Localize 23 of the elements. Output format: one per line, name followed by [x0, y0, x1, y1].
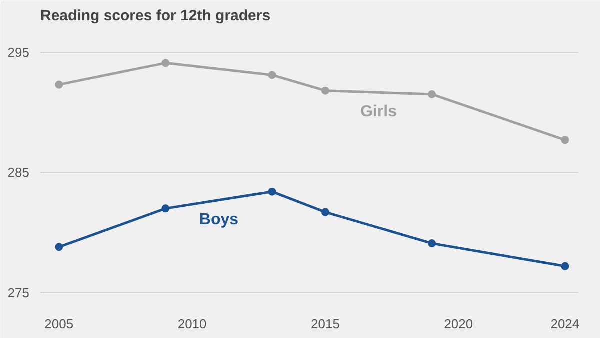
series-label: Boys	[199, 211, 239, 228]
x-tick-label: 2024	[550, 316, 580, 332]
x-tick-label: 2020	[444, 316, 474, 332]
y-tick-label: 295	[8, 44, 30, 60]
point	[268, 188, 276, 196]
x-tick-label: 2005	[44, 316, 74, 332]
point	[321, 208, 330, 216]
x-tick-label: 2010	[178, 316, 207, 332]
point	[162, 204, 170, 213]
point	[321, 86, 330, 95]
chart-title: Reading scores for 12th graders	[40, 8, 271, 24]
y-tick-label: 285	[8, 165, 30, 180]
point	[162, 59, 170, 68]
point	[428, 90, 436, 98]
point	[428, 240, 436, 248]
y-tick-label: 275	[8, 285, 30, 300]
point	[55, 80, 64, 89]
x-tick-label: 2015	[311, 316, 340, 332]
point	[561, 262, 570, 270]
point	[561, 136, 570, 144]
series-label: Girls	[360, 104, 398, 121]
point	[55, 243, 64, 252]
point	[268, 71, 276, 80]
